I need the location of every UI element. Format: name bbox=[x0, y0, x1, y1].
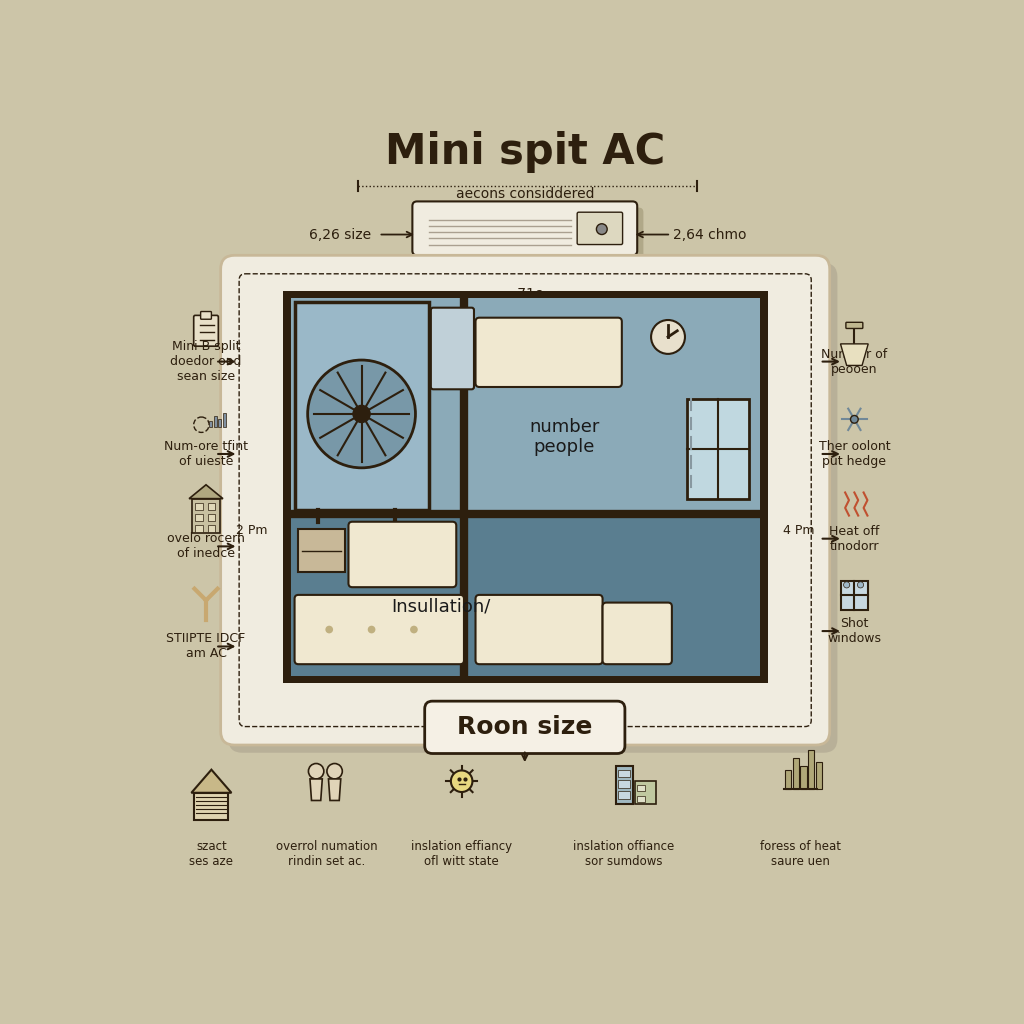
Text: Ther oolont
put hedge: Ther oolont put hedge bbox=[818, 440, 890, 468]
FancyBboxPatch shape bbox=[578, 212, 623, 245]
FancyBboxPatch shape bbox=[637, 796, 645, 802]
Text: Roon size: Roon size bbox=[457, 716, 593, 739]
Polygon shape bbox=[283, 291, 768, 683]
FancyBboxPatch shape bbox=[785, 770, 792, 788]
Polygon shape bbox=[841, 344, 868, 366]
Circle shape bbox=[307, 360, 416, 468]
Circle shape bbox=[596, 224, 607, 234]
Circle shape bbox=[651, 319, 685, 354]
Text: Mini B split
doedor ood
sean size: Mini B split doedor ood sean size bbox=[170, 340, 242, 383]
FancyBboxPatch shape bbox=[223, 413, 226, 427]
FancyBboxPatch shape bbox=[617, 770, 630, 777]
FancyBboxPatch shape bbox=[413, 202, 637, 255]
Polygon shape bbox=[189, 484, 223, 499]
FancyBboxPatch shape bbox=[196, 514, 203, 521]
Text: Shot
windows: Shot windows bbox=[827, 617, 882, 645]
Text: Mini spit AC: Mini spit AC bbox=[385, 131, 665, 173]
FancyBboxPatch shape bbox=[196, 503, 203, 510]
FancyBboxPatch shape bbox=[208, 525, 215, 531]
Text: Num-ore tfint
of uieste: Num-ore tfint of uieste bbox=[164, 440, 248, 468]
FancyBboxPatch shape bbox=[635, 781, 656, 804]
FancyBboxPatch shape bbox=[228, 263, 838, 753]
Text: number
people: number people bbox=[528, 418, 599, 457]
Text: 2,64 chmo: 2,64 chmo bbox=[673, 227, 746, 242]
FancyBboxPatch shape bbox=[194, 315, 218, 346]
Polygon shape bbox=[310, 779, 323, 801]
Text: Heat off
tinodorr: Heat off tinodorr bbox=[829, 524, 880, 553]
FancyBboxPatch shape bbox=[425, 701, 625, 754]
FancyBboxPatch shape bbox=[209, 421, 212, 427]
Circle shape bbox=[851, 416, 858, 423]
FancyBboxPatch shape bbox=[841, 581, 868, 610]
Circle shape bbox=[327, 764, 342, 779]
Circle shape bbox=[368, 626, 376, 634]
Circle shape bbox=[857, 582, 863, 588]
FancyBboxPatch shape bbox=[637, 785, 645, 792]
Circle shape bbox=[844, 582, 850, 588]
Text: Number of
peooen: Number of peooen bbox=[821, 347, 888, 376]
FancyBboxPatch shape bbox=[793, 758, 799, 788]
FancyBboxPatch shape bbox=[195, 793, 228, 820]
FancyBboxPatch shape bbox=[193, 499, 220, 532]
Text: szact
ses aze: szact ses aze bbox=[189, 841, 233, 868]
Circle shape bbox=[451, 770, 472, 792]
FancyBboxPatch shape bbox=[208, 503, 215, 510]
Text: 6,26 size: 6,26 size bbox=[309, 227, 371, 242]
FancyBboxPatch shape bbox=[419, 208, 643, 261]
Polygon shape bbox=[464, 514, 761, 676]
Polygon shape bbox=[291, 298, 761, 676]
FancyBboxPatch shape bbox=[617, 792, 630, 799]
FancyBboxPatch shape bbox=[196, 525, 203, 531]
Circle shape bbox=[326, 626, 333, 634]
FancyBboxPatch shape bbox=[475, 317, 622, 387]
FancyBboxPatch shape bbox=[808, 751, 814, 788]
Circle shape bbox=[352, 404, 371, 423]
Text: inslation offiance
sor sumdows: inslation offiance sor sumdows bbox=[572, 841, 674, 868]
FancyBboxPatch shape bbox=[295, 595, 464, 665]
FancyBboxPatch shape bbox=[801, 766, 807, 788]
Text: aecons considdered: aecons considdered bbox=[456, 186, 594, 201]
Circle shape bbox=[308, 764, 324, 779]
Text: overrol numation
rindin set ac.: overrol numation rindin set ac. bbox=[276, 841, 378, 868]
FancyBboxPatch shape bbox=[615, 766, 633, 804]
FancyBboxPatch shape bbox=[846, 323, 863, 329]
Text: foress of heat
saure uen: foress of heat saure uen bbox=[760, 841, 841, 868]
Text: STIIPTE IDCF
am AC: STIIPTE IDCF am AC bbox=[166, 633, 246, 660]
Polygon shape bbox=[329, 779, 341, 801]
Polygon shape bbox=[191, 770, 231, 793]
FancyBboxPatch shape bbox=[214, 416, 217, 427]
FancyBboxPatch shape bbox=[816, 762, 822, 788]
FancyBboxPatch shape bbox=[687, 398, 749, 499]
Text: - 71c: - 71c bbox=[508, 287, 542, 301]
FancyBboxPatch shape bbox=[208, 514, 215, 521]
FancyBboxPatch shape bbox=[201, 311, 211, 319]
FancyBboxPatch shape bbox=[617, 780, 630, 788]
FancyBboxPatch shape bbox=[298, 529, 345, 571]
FancyBboxPatch shape bbox=[218, 420, 221, 427]
Text: inslation effiancy
ofl witt state: inslation effiancy ofl witt state bbox=[411, 841, 512, 868]
FancyBboxPatch shape bbox=[348, 522, 457, 587]
Text: ovelo rocern
of inedce: ovelo rocern of inedce bbox=[167, 532, 245, 560]
Text: 4 Pm: 4 Pm bbox=[783, 524, 815, 538]
FancyBboxPatch shape bbox=[431, 307, 474, 389]
Text: 2 Pm: 2 Pm bbox=[236, 524, 267, 538]
FancyBboxPatch shape bbox=[475, 595, 602, 665]
FancyBboxPatch shape bbox=[602, 602, 672, 665]
FancyBboxPatch shape bbox=[295, 302, 429, 510]
Text: Insullation/: Insullation/ bbox=[391, 597, 490, 615]
FancyBboxPatch shape bbox=[220, 255, 829, 745]
Polygon shape bbox=[291, 514, 464, 676]
Circle shape bbox=[410, 626, 418, 634]
